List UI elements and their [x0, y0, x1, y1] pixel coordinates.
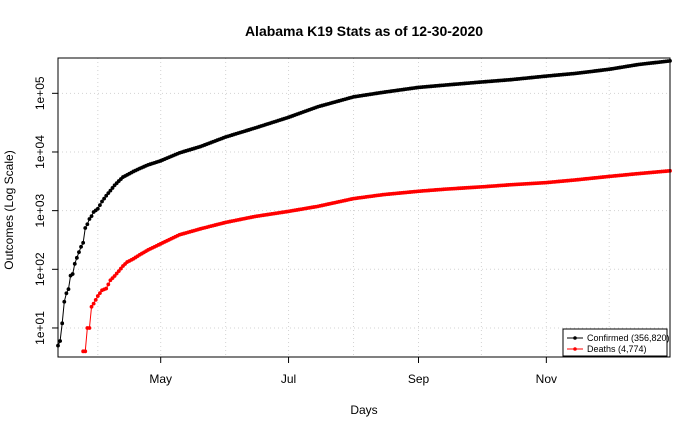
- data-point: [95, 206, 100, 211]
- plot-frame: [57, 57, 671, 358]
- series-layer: [56, 59, 672, 354]
- data-point: [79, 244, 83, 249]
- data-point: [72, 261, 77, 266]
- data-point: [60, 321, 65, 326]
- legend-entry: Deaths (4,774): [587, 344, 647, 354]
- data-point: [100, 199, 104, 204]
- legend: Confirmed (356,820)Deaths (4,774): [562, 328, 670, 357]
- x-axis-label: Days: [350, 403, 377, 417]
- y-tick-label: 1e+03: [33, 193, 47, 227]
- legend-box: [562, 328, 668, 357]
- data-point: [106, 282, 111, 287]
- data-point: [89, 304, 94, 309]
- data-point: [98, 203, 102, 208]
- grid-lines: [58, 58, 670, 357]
- x-tick-label: May: [149, 372, 172, 386]
- data-point: [91, 301, 96, 306]
- x-axis: May Jul Sep Nov: [149, 357, 557, 386]
- data-point: [85, 222, 90, 227]
- data-point: [110, 186, 115, 190]
- data-point: [87, 326, 92, 330]
- data-point: [98, 291, 102, 296]
- x-tick-label: Nov: [536, 372, 557, 386]
- x-tick-label: Jul: [281, 372, 296, 386]
- data-point: [74, 255, 79, 260]
- series-line: [57, 60, 671, 346]
- data-point: [104, 286, 109, 291]
- y-axis-label: Outcomes (Log Scale): [2, 150, 16, 269]
- data-point: [83, 226, 88, 230]
- series-line: [83, 170, 671, 352]
- data-point: [89, 214, 94, 219]
- data-point: [116, 269, 121, 274]
- data-point: [62, 299, 67, 304]
- y-tick-label: 1e+04: [33, 135, 47, 169]
- x-tick-label: Sep: [408, 372, 430, 386]
- data-point: [102, 196, 107, 201]
- data-point: [64, 291, 69, 296]
- series-0: [56, 59, 672, 348]
- y-axis: 1e+01 1e+02 1e+03 1e+04 1e+05: [33, 76, 58, 345]
- legend-swatch-marker: [573, 347, 577, 351]
- y-tick-label: 1e+05: [33, 76, 47, 110]
- data-point: [93, 297, 98, 302]
- legend-swatch-marker: [573, 336, 577, 340]
- data-point: [66, 287, 71, 291]
- data-point: [70, 272, 75, 276]
- y-tick-label: 1e+02: [33, 252, 47, 286]
- series-1: [81, 168, 672, 354]
- data-point: [106, 191, 111, 196]
- data-point: [95, 294, 100, 298]
- data-point: [108, 188, 113, 193]
- data-point: [118, 266, 123, 271]
- data-point: [81, 240, 86, 245]
- data-point: [58, 339, 62, 343]
- legend-entry: Confirmed (356,820): [587, 333, 670, 343]
- data-point: [83, 349, 88, 354]
- data-point: [77, 250, 81, 255]
- data-point: [104, 193, 109, 198]
- chart-title: Alabama K19 Stats as of 12-30-2020: [245, 23, 483, 39]
- y-tick-label: 1e+01: [33, 311, 47, 345]
- data-point: [87, 217, 92, 221]
